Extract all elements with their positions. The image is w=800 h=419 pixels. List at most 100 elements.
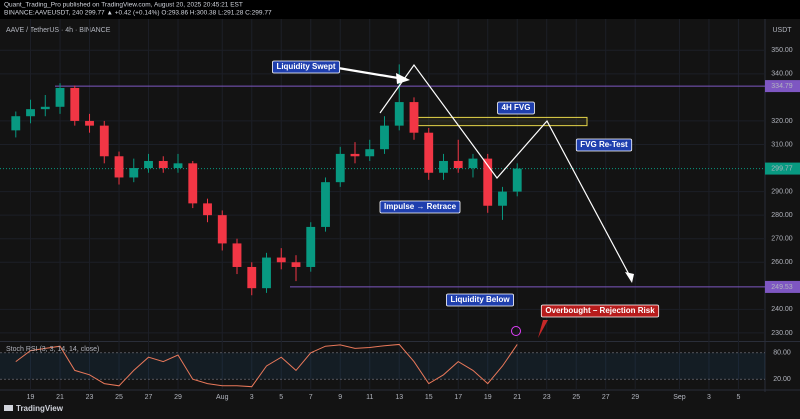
annotation: 4H FVG xyxy=(497,101,535,115)
candle-body xyxy=(439,160,448,173)
y-tick-label: 290.00 xyxy=(771,188,793,195)
candle-body xyxy=(394,102,404,126)
annotation-text: FVG Re-Test xyxy=(580,140,628,149)
header-bar xyxy=(0,0,800,19)
candle-body xyxy=(70,87,80,121)
candle-body xyxy=(26,109,35,117)
x-tick-label: 17 xyxy=(454,394,462,401)
annotation: Liquidity Below xyxy=(446,293,514,307)
price-tag xyxy=(765,80,800,93)
candle-body xyxy=(291,262,301,267)
candle-body xyxy=(498,191,507,206)
candle-body xyxy=(453,160,463,169)
candle-body xyxy=(203,203,212,216)
candle-body xyxy=(409,102,419,133)
candle-body xyxy=(40,106,50,110)
candle-body xyxy=(85,120,94,126)
candle-body xyxy=(232,243,242,267)
swept-arrow xyxy=(337,66,405,81)
price-tag-label: 299.77 xyxy=(771,165,793,172)
x-tick-label: 25 xyxy=(115,394,123,401)
annotation: FVG Re-Test xyxy=(575,138,633,152)
candle-body xyxy=(335,153,345,183)
x-tick-label: 19 xyxy=(27,394,35,401)
brand: TradingView xyxy=(16,404,64,413)
price-tag xyxy=(765,280,800,293)
annotation: Liquidity Swept xyxy=(272,60,340,74)
x-tick-label: 19 xyxy=(484,394,492,401)
currency-label: USDT xyxy=(772,27,792,34)
y-tick-label: 340.00 xyxy=(771,71,793,78)
candle-body xyxy=(380,125,389,150)
annotation-box xyxy=(446,293,514,307)
logo: TradingView xyxy=(4,404,64,413)
x-tick-label: 7 xyxy=(309,394,313,401)
x-tick-label: 5 xyxy=(279,394,283,401)
candle-body xyxy=(321,182,330,227)
candle-body xyxy=(114,156,124,178)
annotation-text: 4H FVG xyxy=(502,103,531,112)
oscillator-line xyxy=(15,343,518,388)
x-tick-label: Aug xyxy=(216,394,229,401)
annotation: Overbought – Rejection Risk xyxy=(540,304,660,318)
y-tick-label: 230.00 xyxy=(771,330,793,337)
x-tick-label: 21 xyxy=(513,394,521,401)
candle-body xyxy=(173,163,183,169)
candle-body xyxy=(129,168,139,178)
annotation: Impulse → Retrace xyxy=(379,200,461,214)
x-tick-label: 29 xyxy=(174,394,182,401)
x-tick-label: 15 xyxy=(425,394,433,401)
alert-icon xyxy=(511,326,521,336)
candle-body xyxy=(99,125,109,157)
candle-body xyxy=(512,168,522,192)
candle-body xyxy=(276,257,286,263)
annotation-text: Overbought – Rejection Risk xyxy=(545,306,655,315)
oscillator-title: Stoch RSI (3, 3, 14, 14, close) xyxy=(6,346,99,353)
y-tick-label: 270.00 xyxy=(771,236,793,243)
y-tick-label: 320.00 xyxy=(771,118,793,125)
candle-body xyxy=(217,215,227,244)
x-tick-label: 5 xyxy=(736,394,740,401)
symbol-label: AAVE / TetherUS · 4h · BINANCE xyxy=(6,27,111,34)
x-tick-label: 23 xyxy=(86,394,94,401)
price-tag xyxy=(765,162,800,175)
forecast-arrowhead xyxy=(625,272,634,283)
candle-body xyxy=(11,116,21,131)
x-tick-label: 27 xyxy=(602,394,610,401)
y-tick-label: 240.00 xyxy=(771,306,793,313)
oscillator-band xyxy=(0,352,765,380)
oscillator-tick-label: 80.00 xyxy=(773,350,791,357)
annotation-box xyxy=(497,101,535,115)
candle-body xyxy=(468,158,478,169)
y-tick-label: 280.00 xyxy=(771,212,793,219)
x-tick-label: 3 xyxy=(250,394,254,401)
x-tick-label: 23 xyxy=(543,394,551,401)
x-tick-label: 11 xyxy=(366,394,373,401)
x-tick-label: 25 xyxy=(572,394,580,401)
annotation-box xyxy=(272,60,340,74)
y-tick-label: 350.00 xyxy=(771,47,793,54)
annotation-text: Liquidity Swept xyxy=(276,62,335,71)
logo-mark xyxy=(4,405,13,411)
x-tick-label: 27 xyxy=(145,394,153,401)
candle-body xyxy=(483,158,493,206)
candle-body xyxy=(188,163,198,204)
annotation-box xyxy=(575,138,633,152)
plot: 334.79 299.77 249.53 80.00 20.00 Stoch RSI (3… xyxy=(0,64,800,388)
candle-body xyxy=(262,257,271,289)
y-tick-label: 310.00 xyxy=(771,141,793,148)
x-tick-label: 13 xyxy=(395,394,403,401)
candle-body xyxy=(55,87,65,107)
x-tick-label: 3 xyxy=(707,394,711,401)
candle-body xyxy=(350,153,360,157)
candle-body xyxy=(306,226,316,267)
candle-body xyxy=(424,132,434,173)
x-tick-label: 21 xyxy=(56,394,64,401)
annotation-text: Impulse → Retrace xyxy=(384,202,457,211)
x-tick-label: Sep xyxy=(673,394,686,401)
candle-body xyxy=(247,266,257,289)
swept-arrowhead xyxy=(396,73,410,84)
annotation-text: Liquidity Below xyxy=(450,295,510,304)
